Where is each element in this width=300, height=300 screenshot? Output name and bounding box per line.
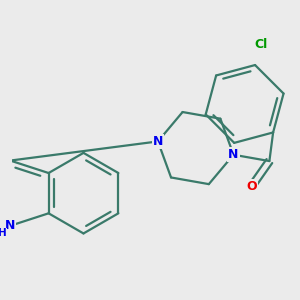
Text: O: O [247, 180, 257, 193]
Text: Cl: Cl [254, 38, 267, 51]
Text: N: N [228, 148, 239, 161]
Text: H: H [0, 229, 7, 238]
Text: N: N [5, 219, 16, 232]
Text: N: N [153, 135, 163, 148]
